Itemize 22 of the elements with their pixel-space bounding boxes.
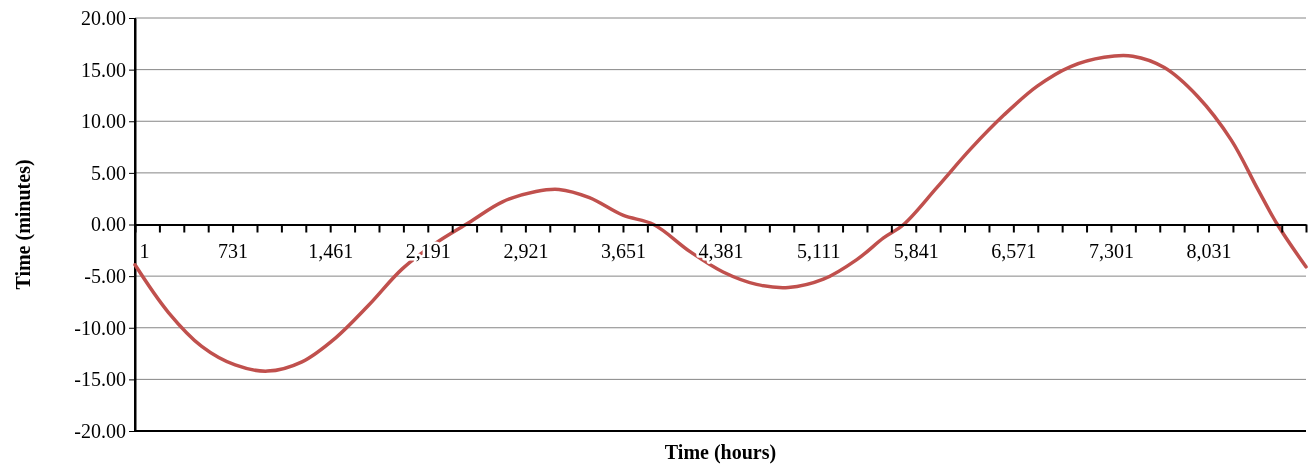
x-axis-title: Time (hours) <box>664 441 777 464</box>
y-axis-title: Time (minutes) <box>12 159 35 290</box>
y-tick-label: -10.00 <box>74 316 126 339</box>
y-tick-label: 20.00 <box>81 6 126 29</box>
y-tick-label: -5.00 <box>84 265 126 288</box>
y-tick-label: 0.00 <box>91 213 126 236</box>
y-tick-label: -15.00 <box>74 368 126 391</box>
x-tick-label: 7,301 <box>1088 239 1134 262</box>
x-tick-label: 731 <box>218 239 249 262</box>
y-tick-label: -20.00 <box>74 419 126 442</box>
x-tick-label: 1,461 <box>308 239 354 262</box>
x-tick-label: 4,381 <box>698 239 744 262</box>
y-tick-label: 15.00 <box>81 58 126 81</box>
x-tick-label: 2,921 <box>503 239 549 262</box>
x-tick-label: 6,571 <box>991 239 1037 262</box>
y-tick-label: 10.00 <box>81 110 126 133</box>
x-tick-label: 8,031 <box>1186 239 1232 262</box>
x-tick-label: 1 <box>139 239 150 262</box>
x-tick-label: 5,841 <box>893 239 939 262</box>
y-tick-label: 5.00 <box>91 161 126 184</box>
x-tick-label: 5,111 <box>796 239 841 262</box>
x-tick-label: 3,651 <box>600 239 646 262</box>
